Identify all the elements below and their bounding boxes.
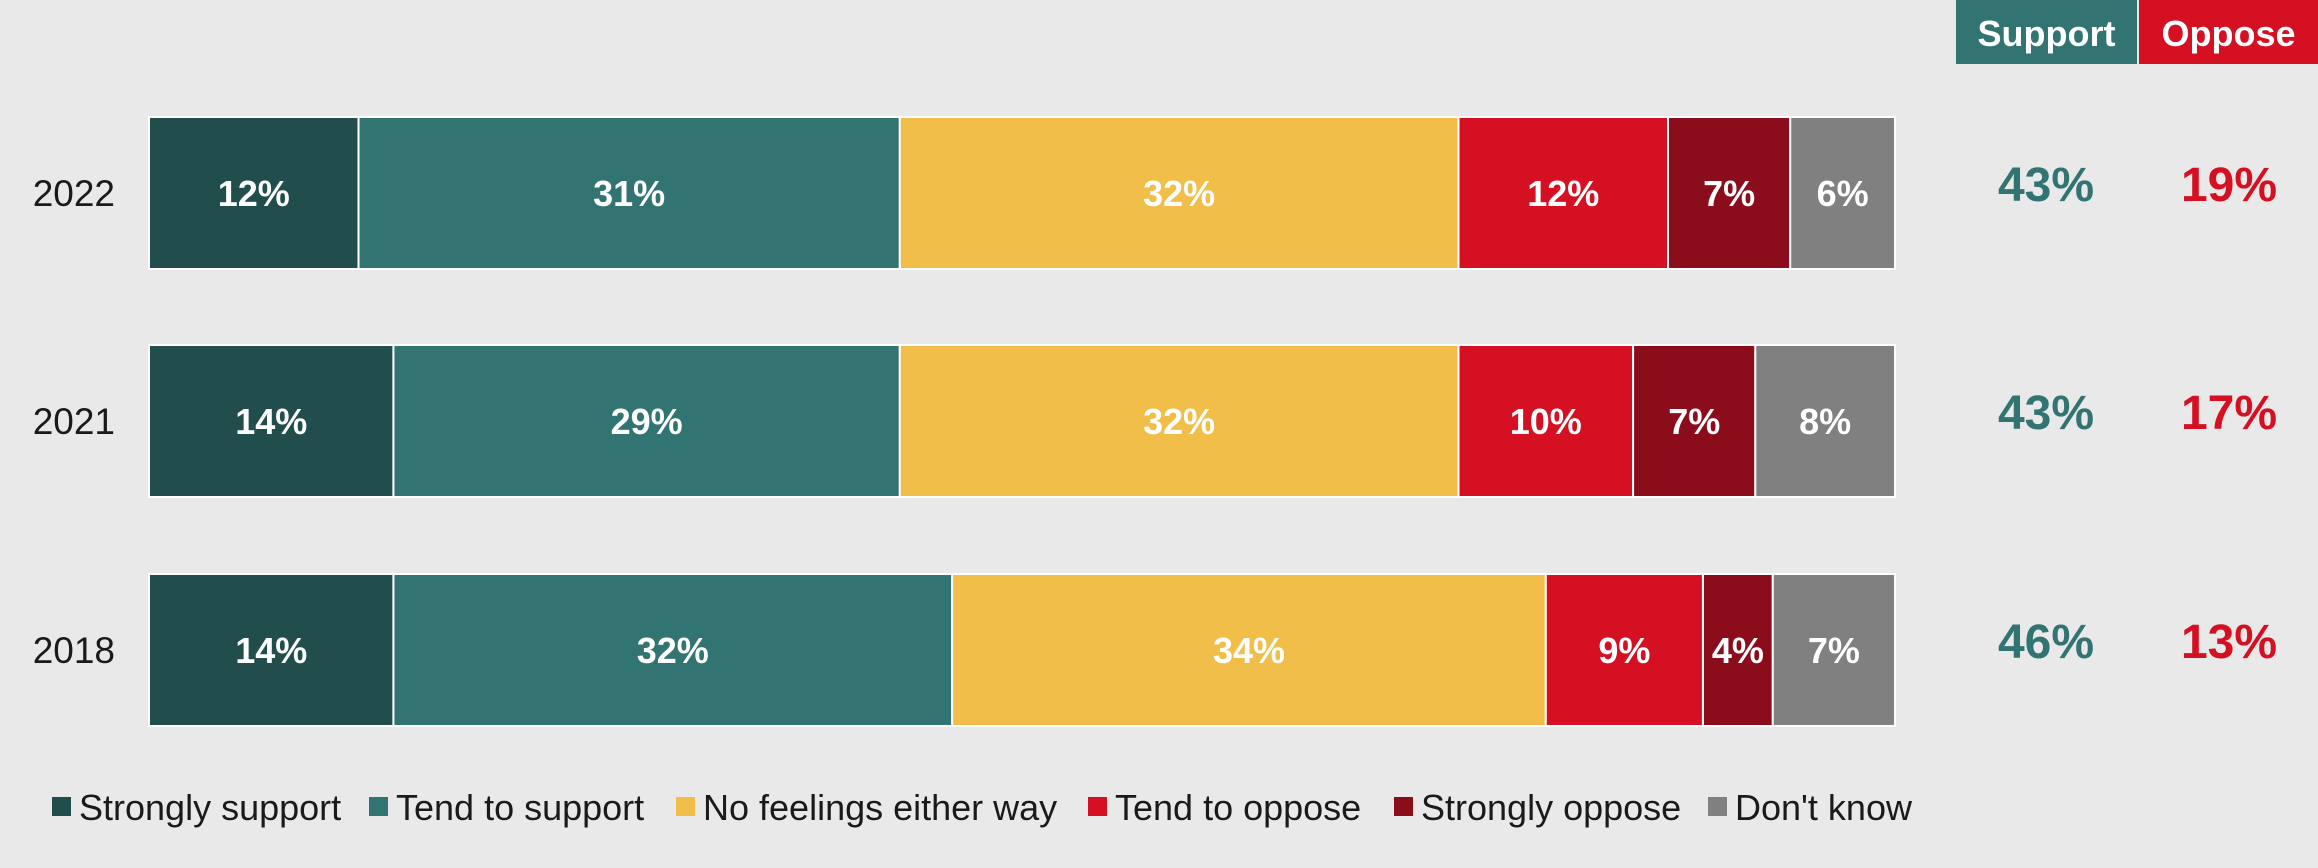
summary-header-support: Support <box>1978 13 2116 54</box>
bar-segment-tend-to-support-2018 <box>392 573 954 727</box>
data-label: 12% <box>1527 173 1599 214</box>
bar-segment-don-t-know-2021 <box>1754 344 1896 498</box>
legend-label-tend-to-support: Tend to support <box>396 787 644 828</box>
data-label: 31% <box>593 173 665 214</box>
summary-oppose-2021: 17% <box>2181 387 2277 440</box>
summary-oppose-2018: 13% <box>2181 616 2277 669</box>
data-label: 32% <box>1143 173 1215 214</box>
category-label-2018: 2018 <box>33 630 115 671</box>
data-label: 32% <box>1143 401 1215 442</box>
bar-segment-strongly-oppose-2022 <box>1667 116 1792 270</box>
legend-swatch-don-t-know <box>1708 797 1727 816</box>
legend-swatch-no-feelings-either-way <box>676 797 695 816</box>
bar-segment-strongly-support-2018 <box>148 573 395 727</box>
data-label: 32% <box>637 630 709 671</box>
legend-label-strongly-support: Strongly support <box>79 787 341 828</box>
bar-segment-tend-to-oppose-2018 <box>1544 573 1704 727</box>
data-label: 34% <box>1213 630 1285 671</box>
summary-header-oppose: Oppose <box>2161 13 2295 54</box>
bar-segment-strongly-oppose-2018 <box>1701 573 1774 727</box>
summary-header-bg-oppose <box>2139 0 2318 64</box>
bar-segment-don-t-know-2018 <box>1771 573 1897 727</box>
bar-segment-tend-to-support-2021 <box>392 344 901 498</box>
category-label-2021: 2021 <box>33 401 115 442</box>
data-label: 29% <box>611 401 683 442</box>
summary-support-2021: 43% <box>1998 387 2094 440</box>
legend-swatch-strongly-oppose <box>1394 797 1413 816</box>
legend-label-strongly-oppose: Strongly oppose <box>1421 787 1681 828</box>
data-label: 7% <box>1668 401 1720 442</box>
data-label: 10% <box>1510 401 1582 442</box>
bar-segment-tend-to-support-2022 <box>357 116 901 270</box>
category-label-2022: 2022 <box>33 173 115 214</box>
data-label: 6% <box>1817 173 1869 214</box>
summary-header-bg-support <box>1956 0 2137 64</box>
bar-segment-no-feelings-either-way-2022 <box>898 116 1460 270</box>
summary-oppose-2022: 19% <box>2181 159 2277 212</box>
data-label: 7% <box>1703 173 1755 214</box>
legend-label-no-feelings-either-way: No feelings either way <box>703 787 1057 828</box>
bar-segment-strongly-support-2021 <box>148 344 395 498</box>
data-label: 8% <box>1799 401 1851 442</box>
data-label: 12% <box>218 173 290 214</box>
data-label: 14% <box>235 401 307 442</box>
bar-segment-strongly-support-2022 <box>148 116 360 270</box>
data-label: 9% <box>1598 630 1650 671</box>
data-label: 14% <box>235 630 307 671</box>
data-label: 7% <box>1808 630 1860 671</box>
bar-segment-no-feelings-either-way-2021 <box>898 344 1460 498</box>
legend-swatch-strongly-support <box>52 797 71 816</box>
bar-segment-don-t-know-2022 <box>1789 116 1896 270</box>
summary-support-2022: 43% <box>1998 159 2094 212</box>
legend-label-tend-to-oppose: Tend to oppose <box>1115 787 1361 828</box>
legend-swatch-tend-to-support <box>369 797 388 816</box>
legend-label-don-t-know: Don't know <box>1735 787 1913 828</box>
bar-segment-no-feelings-either-way-2018 <box>951 573 1547 727</box>
bar-segment-tend-to-oppose-2021 <box>1457 344 1635 498</box>
bar-segment-tend-to-oppose-2022 <box>1457 116 1670 270</box>
summary-support-2018: 46% <box>1998 616 2094 669</box>
legend-swatch-tend-to-oppose <box>1088 797 1107 816</box>
data-label: 4% <box>1712 630 1764 671</box>
